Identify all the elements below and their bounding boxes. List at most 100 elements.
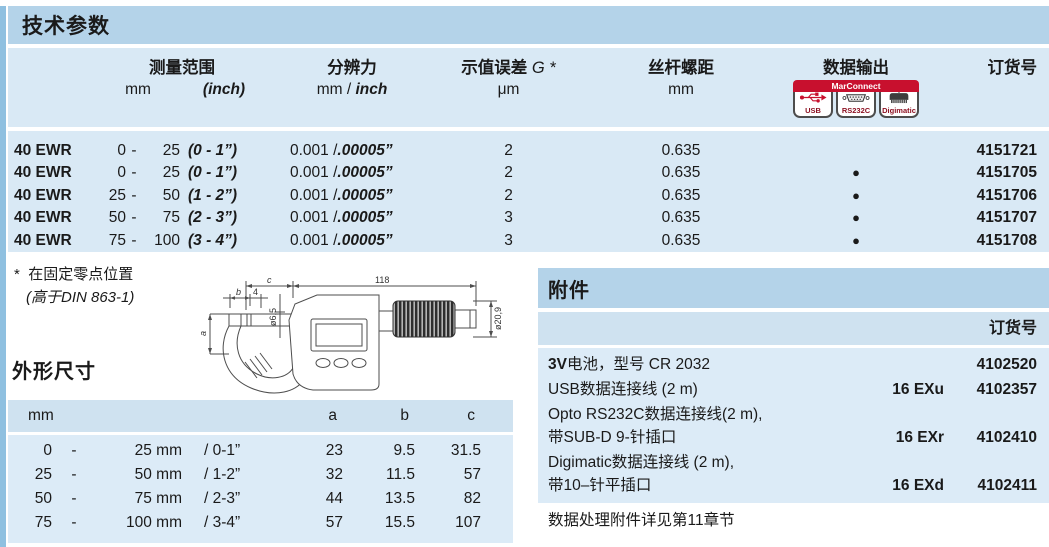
accessories-title: 附件 xyxy=(548,279,590,302)
dim-row-4: 75 - 100 mm / 3-4” 57 15.5 107 xyxy=(34,514,481,531)
left-accent-stripe xyxy=(0,6,6,547)
dim-label-4: 4 xyxy=(253,287,258,297)
spec-table-header: 测量范围 mm (inch) 分辨力 mm / inch 示值误差 G * μm… xyxy=(8,48,1049,127)
accessory-model: 16 EXd xyxy=(892,477,944,494)
range-to: 75 xyxy=(162,209,180,227)
accessory-item-rs232c-cable: Opto RS232C数据连接线(2 m), 带SUB-D 9-针插口 16 EX… xyxy=(538,402,1049,450)
resolution-cell: 0.001 /.00005” xyxy=(290,231,393,249)
dim-row-3: 50 - 75 mm / 2-3” 44 13.5 82 xyxy=(34,490,481,507)
pitch-cell: 0.635 xyxy=(661,209,701,227)
range-from: 25 xyxy=(108,186,126,204)
model-cell: 40 EWR xyxy=(14,231,72,249)
dim-label-b: b xyxy=(236,287,241,297)
dimensions-title: 外形尺寸 xyxy=(12,361,96,383)
range-to: 50 xyxy=(162,186,180,204)
accessory-item-digimatic-cable: Digimatic数据连接线 (2 m), 带10–针平插口 16 EXd 410… xyxy=(538,450,1049,498)
output-dot xyxy=(781,140,931,162)
header-spindle-pitch: 丝杆螺距 mm xyxy=(648,59,714,98)
dim-label-thimble-dia: ø20,9 xyxy=(493,307,503,330)
error-cell: 2 xyxy=(504,142,513,159)
output-dot: ● xyxy=(852,210,860,226)
resolution-cell: 0.001 /.00005” xyxy=(290,209,393,227)
range-to: 25 xyxy=(162,142,180,159)
dim-row-1: 0 - 25 mm / 0-1” 23 9.5 31.5 xyxy=(43,442,481,459)
header-error-limit: 示值误差 G * μm xyxy=(461,59,556,98)
header-range-unit-inch: (inch) xyxy=(202,81,246,98)
footnote: * 在固定零点位置 (高于DIN 863-1) xyxy=(14,263,134,309)
error-cell: 3 xyxy=(504,231,513,249)
range-dash: - xyxy=(131,164,137,182)
header-range-unit-mm: mm xyxy=(125,81,151,98)
dim-label-a: a xyxy=(198,331,208,336)
dim-col-c: c xyxy=(467,407,475,424)
range-inch: (0 - 1”) xyxy=(188,164,238,182)
accessory-model: 16 EXu xyxy=(892,381,944,398)
range-dash: - xyxy=(131,231,137,249)
header-measuring-range: 测量范围 mm (inch) xyxy=(96,48,268,127)
range-dash: - xyxy=(131,186,137,204)
resolution-cell: 0.001 /.00005” xyxy=(290,186,393,204)
spec-row-4: 40 EWR 50 - 75 (2 - 3”) 0.001 /.00005” 3… xyxy=(8,207,1049,229)
footnote-din: (高于DIN 863-1) xyxy=(26,289,135,306)
section-technical-parameters: 技术参数 xyxy=(8,6,1049,44)
range-to: 25 xyxy=(162,164,180,182)
range-to: 100 xyxy=(154,231,180,249)
pitch-cell: 0.635 xyxy=(661,186,701,204)
output-dot: ● xyxy=(852,165,860,181)
spec-row-3: 40 EWR 25 - 50 (1 - 2”) 0.001 /.00005” 2… xyxy=(8,185,1049,207)
order-number-cell: 4151721 xyxy=(976,142,1037,159)
micrometer-diagram: c 118 b 4 ø6,5 a ø20,9 xyxy=(198,275,503,394)
resolution-cell: 0.001 /.00005” xyxy=(290,142,393,159)
order-number-cell: 4151706 xyxy=(976,186,1037,204)
dim-row-2: 25 - 50 mm / 1-2” 32 11.5 57 xyxy=(34,466,481,483)
range-from: 75 xyxy=(108,231,126,249)
order-number-cell: 4151708 xyxy=(976,231,1037,249)
spec-row-1: 40 EWR 0 - 25 (0 - 1”) 0.001 /.00005” 2 … xyxy=(8,140,1049,162)
range-from: 50 xyxy=(108,209,126,227)
model-cell: 40 EWR xyxy=(14,209,72,227)
error-cell: 3 xyxy=(504,209,513,227)
accessory-order-number: 4102520 xyxy=(976,356,1037,373)
range-from: 0 xyxy=(117,164,126,182)
spec-table-body: 40 EWR 0 - 25 (0 - 1”) 0.001 /.00005” 2 … xyxy=(8,131,1049,252)
range-inch: (0 - 1”) xyxy=(188,142,238,159)
dim-col-b: b xyxy=(400,407,409,424)
header-data-output: 数据输出 MarConnect USB xyxy=(781,48,931,127)
error-cell: 2 xyxy=(504,164,513,182)
range-dash: - xyxy=(131,142,137,159)
pitch-cell: 0.635 xyxy=(661,164,701,182)
output-dot: ● xyxy=(852,232,860,248)
pitch-cell: 0.635 xyxy=(661,142,701,159)
dim-label-118: 118 xyxy=(375,275,389,285)
resolution-cell: 0.001 /.00005” xyxy=(290,164,393,182)
spec-row-2: 40 EWR 0 - 25 (0 - 1”) 0.001 /.00005” 2 … xyxy=(8,162,1049,184)
pitch-cell: 0.635 xyxy=(661,231,701,249)
model-cell: 40 EWR xyxy=(14,142,72,159)
order-number-cell: 4151705 xyxy=(976,164,1037,182)
range-inch: (3 - 4”) xyxy=(188,231,238,249)
dim-label-spindle-dia: ø6,5 xyxy=(268,308,278,326)
dimensions-table: mm a b c 0 - 25 mm / 0-1” 23 9.5 31.5 25… xyxy=(8,400,513,543)
range-inch: (1 - 2”) xyxy=(188,186,238,204)
accessory-order-number: 4102357 xyxy=(976,381,1037,398)
spec-row-5: 40 EWR 75 - 100 (3 - 4”) 0.001 /.00005” … xyxy=(8,230,1049,252)
model-cell: 40 EWR xyxy=(14,164,72,182)
accessories-note: 数据处理附件详见第11章节 xyxy=(548,512,735,529)
dimensions-table-header: mm a b c xyxy=(8,400,513,432)
accessory-order-number: 4102411 xyxy=(977,477,1038,494)
accessories-title-band: 附件 xyxy=(538,268,1049,308)
accessory-model: 16 EXr xyxy=(895,429,944,446)
accessories-panel: 附件 订货号 3V电池，型号 CR 2032 4102520 USB数据连接线 … xyxy=(538,268,1049,532)
dim-label-c: c xyxy=(267,275,272,285)
model-cell: 40 EWR xyxy=(14,186,72,204)
footnote-marker: * xyxy=(14,266,20,283)
marconnect-banner: MarConnect xyxy=(793,80,919,92)
output-dot: ● xyxy=(852,187,860,203)
dimensions-table-body: 0 - 25 mm / 0-1” 23 9.5 31.5 25 - 50 mm … xyxy=(8,435,513,543)
accessory-item-battery: 3V电池，型号 CR 2032 4102520 xyxy=(538,352,1049,377)
accessories-order-header: 订货号 xyxy=(538,312,1049,345)
range-dash: - xyxy=(131,209,137,227)
accessory-item-usb-cable: USB数据连接线 (2 m) 16 EXu 4102357 xyxy=(538,377,1049,402)
range-inch: (2 - 3”) xyxy=(188,209,238,227)
range-from: 0 xyxy=(117,142,126,159)
